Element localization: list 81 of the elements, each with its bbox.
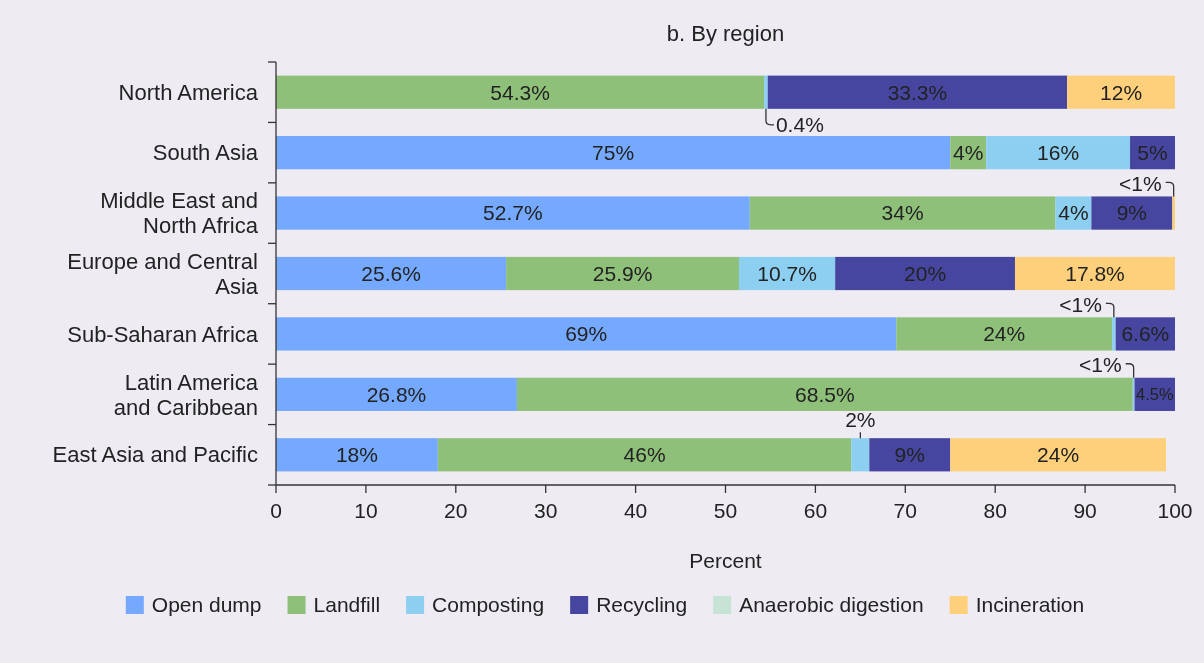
x-tick-label: 60 [803,499,828,522]
x-tick-label: 100 [1157,499,1193,522]
bar [276,317,897,351]
bar [276,438,438,472]
data-label: 4% [953,140,984,164]
legend-label: Landfill [313,593,381,617]
data-label: 4.5% [1136,385,1174,404]
data-label: <1% [1059,292,1102,316]
x-tick-label: 0 [270,499,282,522]
bar [276,377,517,411]
x-tick-label: 70 [893,499,917,522]
data-label: 25.6% [361,261,421,285]
x-tick-label: 80 [983,499,1007,522]
bar [950,438,1167,472]
bar [835,256,1015,291]
bar [276,256,507,291]
data-label: 25.9% [592,261,653,285]
data-label: 12% [1100,80,1143,104]
data-label: 24% [983,322,1026,346]
bar [276,136,951,170]
data-label: 33.3% [887,80,948,104]
legend-label: Anaerobic digestion [739,593,924,617]
x-tick-label: 10 [354,499,378,522]
bar [869,438,951,472]
data-label: 4% [1058,201,1089,225]
x-tick-label: 50 [713,499,738,522]
bar [1014,256,1175,291]
data-label: 46% [623,443,666,467]
data-label: 20% [904,261,947,285]
data-label: 10.7% [757,261,817,285]
legend-label: Incineration [975,593,1085,617]
data-label: 9% [894,443,925,467]
x-tick-label: 40 [623,499,648,522]
bar [749,196,1056,230]
bar [506,256,739,291]
data-label: <1% [1119,171,1162,195]
y-tick-label: East Asia and Pacific [52,442,258,468]
data-label: 9% [1116,201,1148,225]
legend-label: Composting [432,593,545,617]
data-label: 54.3% [490,80,550,104]
data-label: 68.5% [795,382,855,406]
bar [764,75,768,109]
bar [1172,196,1175,230]
bar [986,136,1131,170]
y-tick-label: Latin America and Caribbean [113,369,259,420]
x-tick-label: 20 [444,499,468,522]
data-label: 24% [1037,443,1080,467]
bar [896,317,1113,351]
y-tick-label: Sub-Saharan Africa [67,321,259,347]
data-label: <1% [1079,353,1122,377]
bar [276,75,765,109]
data-label: 16% [1037,140,1080,164]
data-label: 26.8% [366,382,427,406]
bar [1067,75,1175,109]
data-label: 17.8% [1065,261,1125,285]
y-tick-label: North America [118,79,259,105]
bar [276,196,750,230]
bar [767,75,1068,109]
data-label: 2% [845,407,876,431]
x-axis-title: Percent [689,549,762,572]
data-label: 69% [565,322,608,346]
data-label: 18% [335,443,378,467]
x-tick-label: 30 [534,499,558,522]
x-tick-label: 90 [1073,499,1097,522]
bar [1091,196,1173,230]
data-label: 0.4% [775,113,824,137]
y-tick-label: South Asia [152,140,259,166]
legend-label: Recycling [596,593,688,617]
bar [437,438,852,472]
data-label: 6.6% [1121,322,1170,346]
y-tick-label: Middle East and North Africa [100,188,259,239]
data-label: 52.7% [483,201,543,225]
bar [851,438,870,472]
data-label: 34% [881,201,924,225]
chart-title: b. By region [666,20,785,46]
y-tick-label: Europe and Central Asia [67,248,259,299]
data-label: 5% [1137,140,1168,164]
bar [1112,317,1116,351]
legend-label: Open dump [151,593,262,617]
bar [516,377,1133,411]
data-label: 75% [592,140,635,164]
